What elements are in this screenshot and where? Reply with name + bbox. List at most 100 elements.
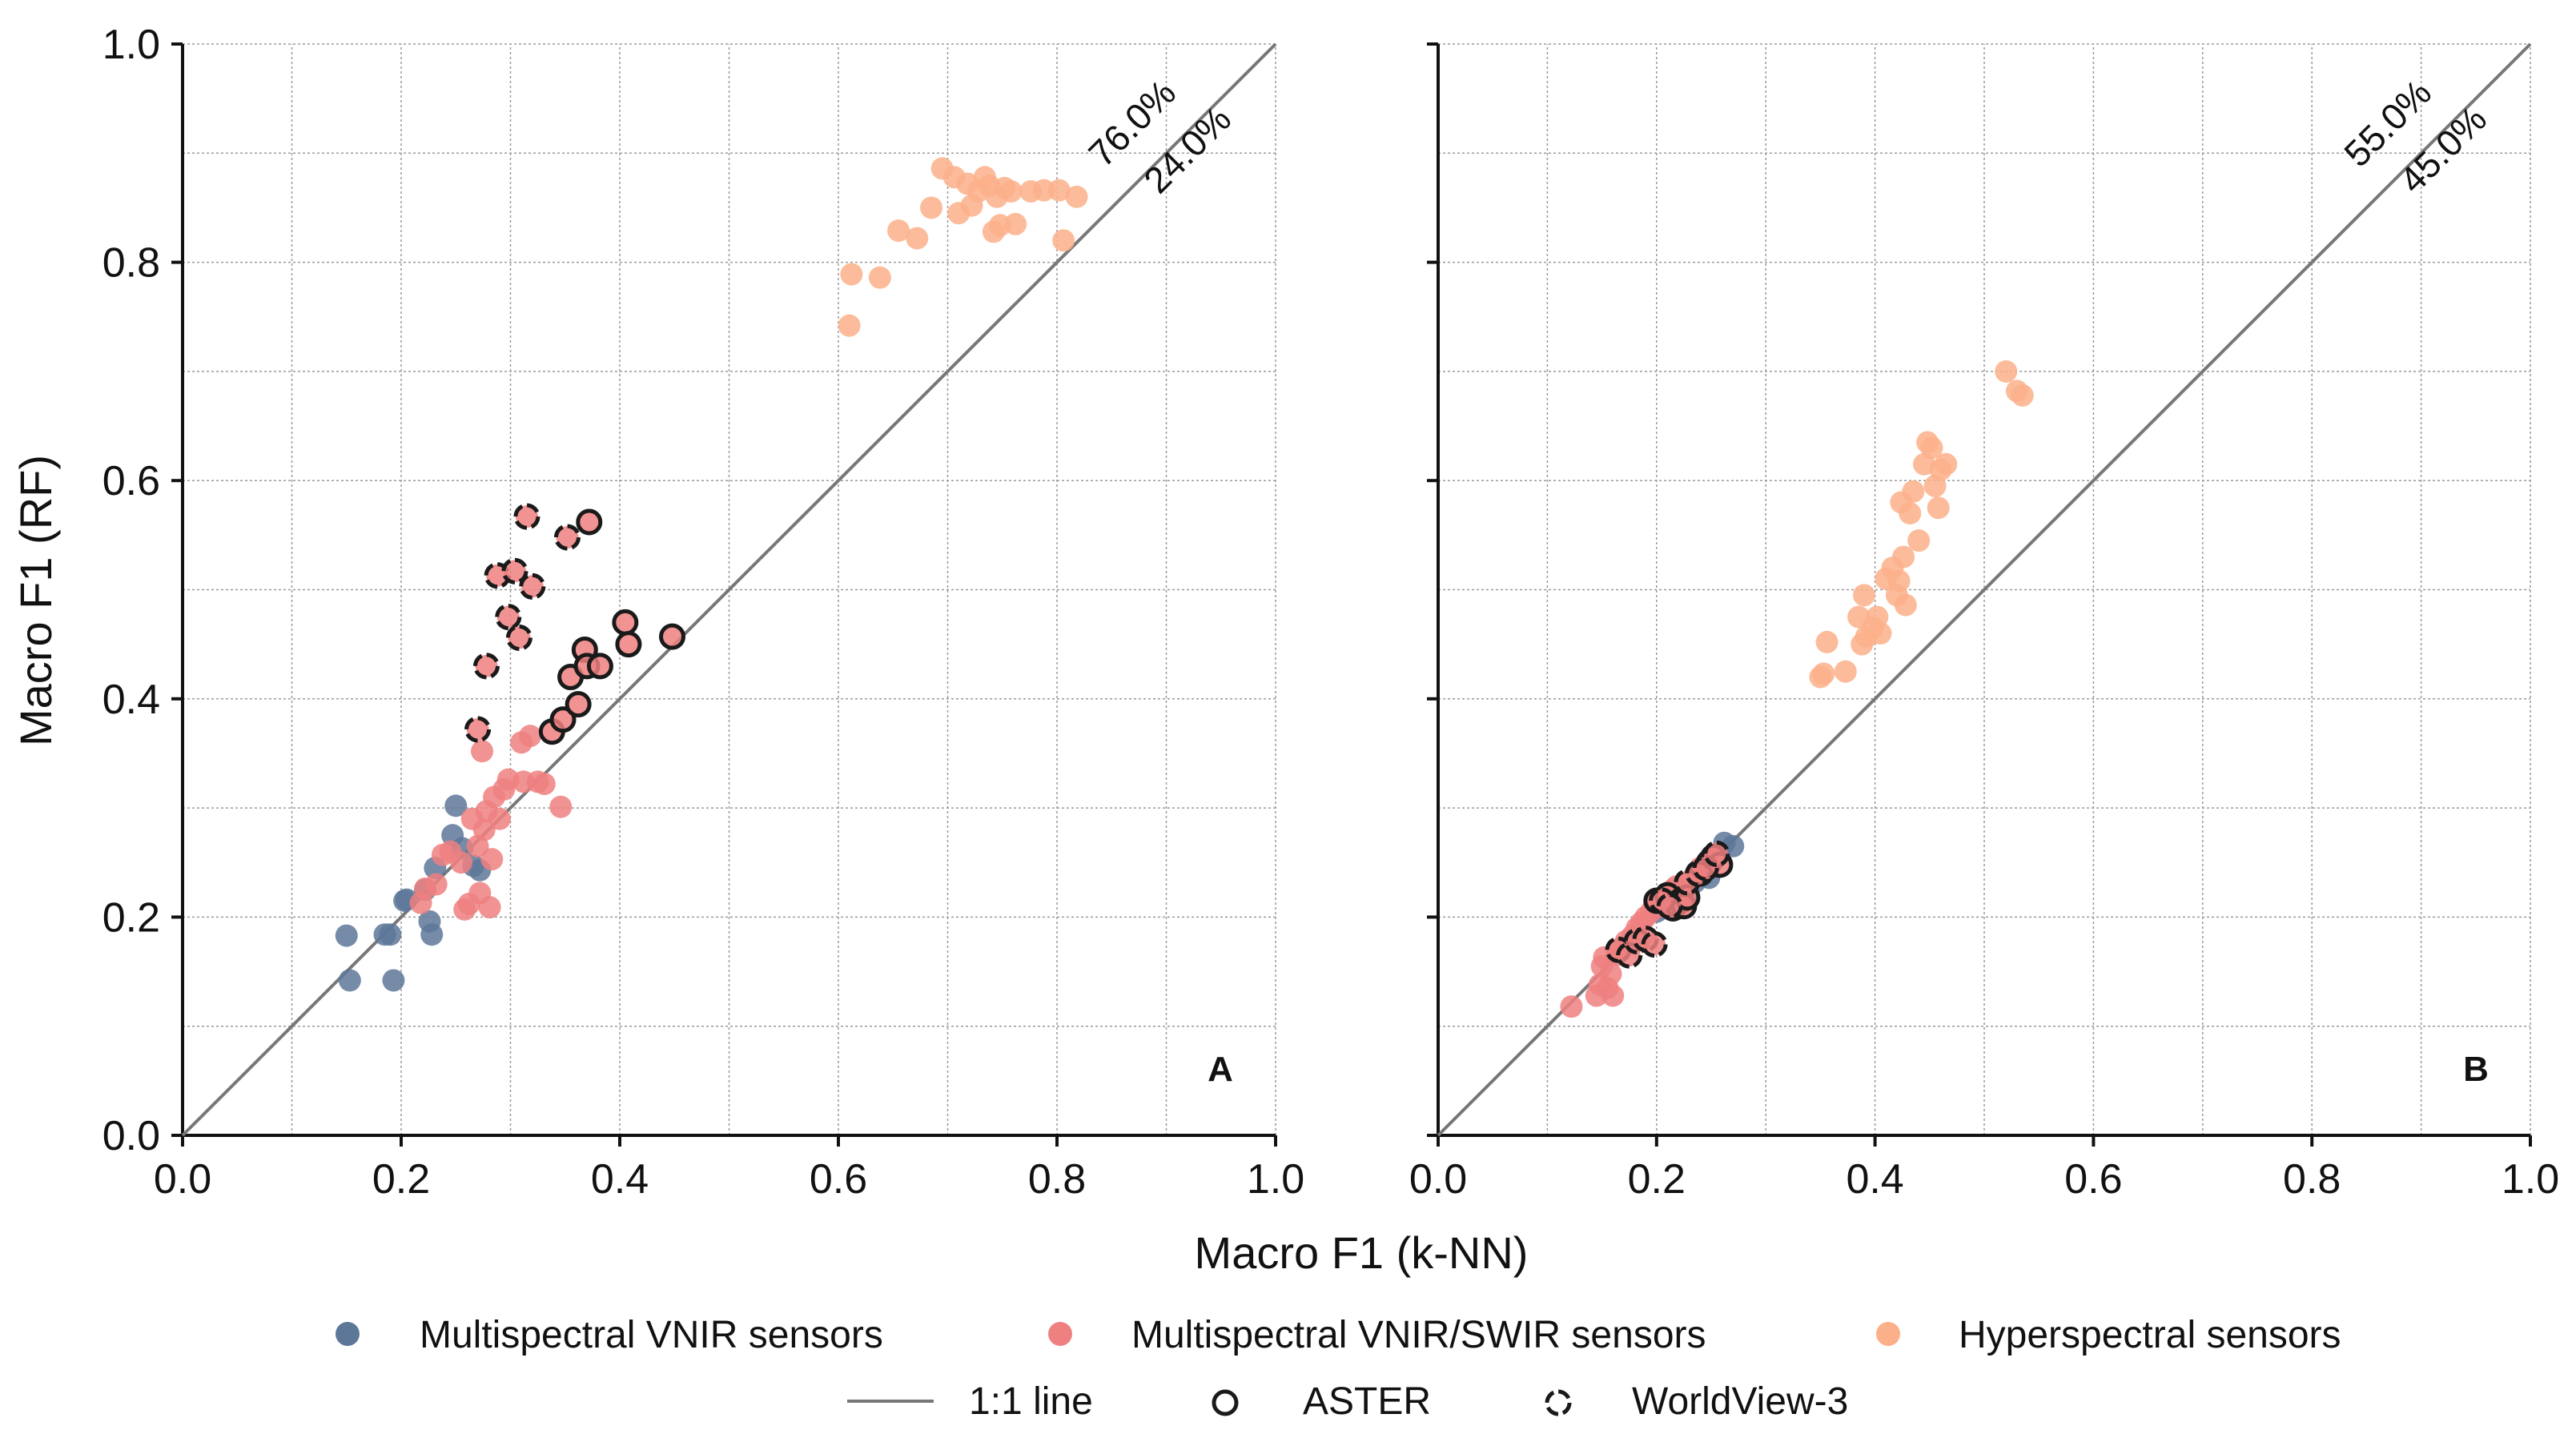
panel-a-x-tick-label: 0.2 — [372, 1156, 430, 1203]
panel-a-point-hyper — [920, 196, 943, 219]
legend-one-to-one-label: 1:1 line — [969, 1380, 1093, 1423]
panel-b-label: B — [2463, 1050, 2489, 1089]
panel-a-point-vnir_swir — [549, 795, 573, 818]
panel-a-point-vnir_swir — [532, 773, 556, 796]
panel-a-point-vnir_swir — [471, 740, 494, 763]
panel-b-point-hyper — [1894, 593, 1917, 617]
panel-a-one-to-one-line — [181, 42, 1277, 1137]
panel-a-worldview3-point — [519, 572, 546, 600]
panel-a-point-hyper — [868, 266, 891, 289]
panel-a-y-tick-label: 0.2 — [102, 894, 160, 941]
panel-a-point-hyper — [999, 180, 1023, 203]
legend-worldview3-label: WorldView-3 — [1632, 1380, 1848, 1423]
panel-a-point-vnir — [338, 969, 361, 992]
panel-b-point-hyper — [1892, 545, 1915, 568]
panel-a-point-hyper — [840, 263, 863, 286]
panel-a-point-vnir_swir — [519, 725, 542, 748]
panel-a-plot: 0.0 0.2 0.4 0.6 0.8 1.00.00.20.40.60.81.076.0… — [102, 22, 1304, 1203]
x-axis-title: Macro F1 (k-NN) — [1195, 1227, 1529, 1278]
panel-b-point-vnir_swir — [1601, 984, 1625, 1007]
panel-b-x-tick-label: 0.8 — [2283, 1156, 2341, 1203]
legend: Multispectral VNIR sensors Multispectral… — [336, 1314, 2341, 1423]
panel-b-point-hyper — [1927, 496, 1950, 520]
panel-a-y-tick-label: 0.4 — [102, 677, 160, 723]
panel-a-point-vnir — [420, 923, 444, 946]
panel-b-x-tick-label: 0.4 — [1846, 1156, 1903, 1203]
panel-b-worldview3-point — [1656, 893, 1683, 920]
panel-a-aster-point — [565, 691, 592, 718]
legend-worldview3-marker — [1545, 1389, 1572, 1416]
panel-a-label: A — [1208, 1050, 1233, 1089]
panel-a-point-hyper — [838, 314, 861, 337]
panel-b-point-hyper — [1815, 630, 1839, 653]
panel-a-point-hyper — [1004, 212, 1027, 235]
legend-vnir-marker — [336, 1322, 360, 1346]
panel-b-x-tick-label: 1.0 — [2502, 1156, 2559, 1203]
panel-b-point-hyper — [1935, 452, 1958, 476]
panel-a-y-tick-label: 1.0 — [102, 22, 160, 68]
panel-a-y-tick-label: 0.0 — [102, 1113, 160, 1159]
panel-a-point-hyper — [887, 219, 910, 243]
panel-a-aster-point — [615, 631, 642, 658]
legend-hyper-label: Hyperspectral sensors — [1959, 1314, 2341, 1356]
legend-aster-label: ASTER — [1303, 1380, 1431, 1423]
panel-a-point-vnir_swir — [478, 896, 501, 919]
panel-a-aster-markers — [538, 508, 686, 745]
panel-a-point-vnir — [382, 969, 405, 992]
panel-b-x-tick-label: 0.2 — [1628, 1156, 1686, 1203]
panel-b-point-vnir_swir — [1560, 995, 1583, 1018]
panel-a-aster-point — [586, 653, 613, 680]
panel-b-point-hyper — [1899, 502, 1922, 525]
panel-b-worldview3-markers — [1605, 840, 1730, 969]
panel-a-point-vnir — [444, 794, 468, 817]
panel-a-point-vnir_swir — [480, 848, 504, 871]
panel-a-worldview3-point — [472, 653, 500, 680]
legend-vnir-swir-marker — [1048, 1322, 1072, 1346]
panel-b-point-hyper — [1995, 359, 2018, 383]
panel-a-point-hyper — [1065, 185, 1088, 208]
panel-b-point-vnir_swir — [1599, 962, 1622, 986]
panel-b-worldview3-point — [1703, 840, 1730, 867]
panel-a-y-tick-label: 0.8 — [102, 240, 160, 287]
panel-b-point-hyper — [1834, 660, 1857, 683]
panel-a-aster-point — [659, 623, 686, 650]
panel-b-point-hyper — [1887, 569, 1911, 592]
panel-a-point-hyper — [906, 227, 929, 250]
panel-b-series-hyper — [1809, 359, 2034, 689]
panel-a-worldview3-point — [505, 624, 532, 651]
panel-b-point-hyper — [1920, 436, 1943, 460]
panel-a-worldview3-point — [495, 604, 522, 631]
panel-b-point-hyper — [1812, 662, 1835, 685]
panel-a-point-hyper — [1047, 179, 1071, 202]
panel-a-x-tick-label: 1.0 — [1247, 1156, 1304, 1203]
panel-b-point-hyper — [1852, 584, 1875, 607]
panel-a-worldview3-point — [553, 524, 581, 551]
panel-a-x-tick-label: 0.4 — [591, 1156, 649, 1203]
panel-b-grid — [1438, 43, 2531, 1135]
panel-a-point-vnir — [335, 924, 358, 947]
panel-a-series-vnir_swir — [409, 725, 573, 921]
y-axis-title: Macro F1 (RF) — [10, 455, 61, 746]
panel-a-worldview3-point — [513, 503, 541, 530]
panel-a-worldview3-markers — [464, 503, 581, 743]
legend-vnir-swir-label: Multispectral VNIR/SWIR sensors — [1131, 1314, 1706, 1356]
panel-b-x-tick-label: 0.6 — [2064, 1156, 2122, 1203]
panel-a-worldview3-point — [501, 557, 528, 584]
panel-a-worldview3-point — [464, 716, 492, 743]
panel-a-aster-point — [576, 508, 603, 536]
panel-a-y-tick-label: 0.6 — [102, 458, 160, 504]
panel-a-point-vnir — [379, 923, 402, 946]
panel-a-point-hyper — [1052, 229, 1075, 252]
panel-b-point-hyper — [1902, 480, 1925, 503]
legend-hyper-marker — [1876, 1322, 1900, 1346]
legend-aster-marker — [1212, 1389, 1239, 1416]
panel-a-point-vnir_swir — [488, 807, 511, 830]
panel-a-x-tick-label: 0.6 — [810, 1156, 867, 1203]
panel-a-point-vnir_swir — [424, 873, 448, 896]
panel-b-x-tick-label: 0.0 — [1409, 1156, 1467, 1203]
panel-b-point-hyper — [1907, 529, 1931, 552]
panel-b-worldview3-point — [1641, 930, 1668, 958]
panel-a-grid — [183, 43, 1276, 1135]
panel-a-point-vnir_swir — [450, 851, 473, 874]
